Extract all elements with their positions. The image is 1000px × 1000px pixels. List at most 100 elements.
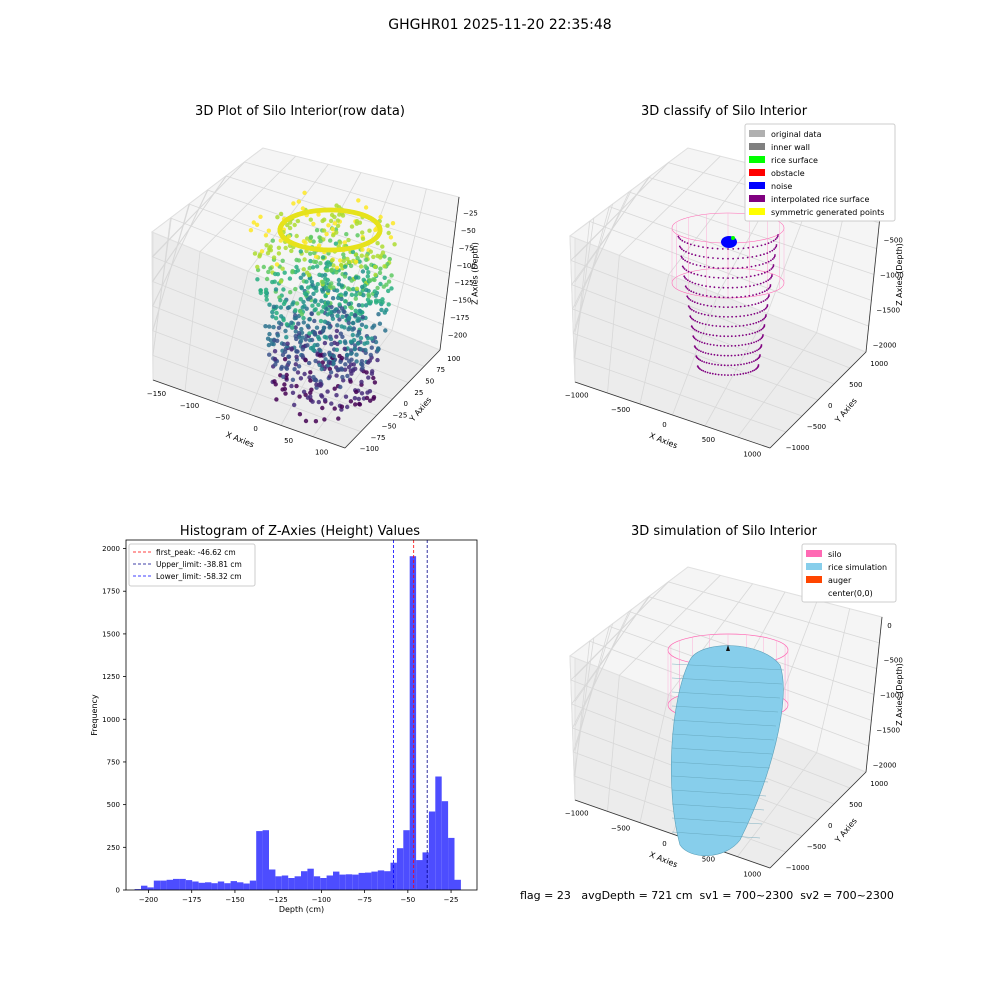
p1-data-point <box>353 275 359 280</box>
p1-data-point <box>291 241 297 247</box>
p1-data-point <box>358 347 363 352</box>
p1-z-axis-line <box>439 196 460 351</box>
p2-surface-point <box>737 257 739 260</box>
p1-data-point <box>363 241 369 247</box>
p2-noise-cluster <box>721 236 737 248</box>
p1-data-point <box>258 290 263 296</box>
p2-surface-point <box>684 285 687 288</box>
p2-surface-point <box>695 356 698 359</box>
p4-gridline <box>639 694 670 823</box>
p2-surface-point <box>704 275 707 278</box>
p1-data-point <box>326 375 331 381</box>
p1-data-point <box>308 234 314 240</box>
histogram-bar <box>371 871 378 890</box>
p1-gridline <box>280 310 345 426</box>
p2-x-tick-label: 1000 <box>743 451 761 459</box>
p2-surface-point <box>723 345 726 347</box>
p1-data-point <box>281 342 287 347</box>
p1-data-point <box>329 258 335 263</box>
p1-data-point <box>343 290 348 296</box>
p4-y-tick-label: −500 <box>807 843 826 851</box>
p2-surface-point <box>733 374 736 376</box>
p1-data-point <box>363 264 368 269</box>
p4-gridline <box>573 637 595 777</box>
p1-data-point <box>297 211 302 217</box>
p2-surface-point <box>736 373 739 376</box>
p1-data-point <box>312 348 317 354</box>
p1-data-point <box>355 318 360 323</box>
p2-gridline <box>639 274 670 405</box>
p1-y-tick-label: 50 <box>425 377 434 385</box>
p1-data-point <box>327 352 333 357</box>
p1-data-point <box>248 228 254 233</box>
p1-data-point <box>289 248 294 254</box>
p2-surface-point <box>712 334 715 337</box>
p1-data-point <box>273 271 278 277</box>
p1-data-point <box>316 208 322 213</box>
p1-data-point <box>348 379 353 384</box>
p2-surface-point <box>762 326 765 329</box>
p2-surface-point <box>695 311 697 313</box>
p1-data-point <box>303 337 308 342</box>
p1-data-point <box>328 370 334 375</box>
p1-data-point <box>331 361 336 366</box>
p1-data-point <box>312 332 317 337</box>
histogram-bar <box>326 875 333 890</box>
p1-data-point <box>350 209 356 215</box>
p1-data-point <box>327 284 332 289</box>
p1-data-point <box>305 245 311 251</box>
p1-data-point <box>385 223 390 228</box>
p1-data-point <box>258 214 263 219</box>
p1-data-point <box>318 238 323 244</box>
p2-surface-point <box>701 322 704 325</box>
p1-data-point <box>322 310 328 316</box>
p1-data-point <box>337 367 342 372</box>
p2-surface-point <box>689 307 692 310</box>
p2-surface-point <box>691 308 693 311</box>
p1-data-point <box>328 260 333 265</box>
p1-gridline <box>207 189 450 274</box>
p1-data-point <box>312 330 317 335</box>
p2-surface-point <box>727 306 729 309</box>
p2-legend-label: original data <box>771 130 822 139</box>
p1-data-point <box>349 340 355 345</box>
p1-data-point <box>358 340 363 345</box>
p4-gridline <box>571 703 835 805</box>
p1-data-point <box>276 245 282 250</box>
p1-data-point <box>356 244 361 249</box>
p1-gridline <box>152 354 361 433</box>
p2-surface-point <box>685 286 688 289</box>
p4-x-tick-label: −500 <box>611 825 630 833</box>
p1-data-point <box>273 289 278 294</box>
p1-data-point <box>268 338 273 343</box>
p1-data-point <box>371 395 377 400</box>
p1-data-point <box>377 224 382 230</box>
p1-data-point <box>300 347 305 352</box>
p2-surface-point <box>692 335 695 337</box>
p2-surface-point <box>772 265 775 268</box>
p1-data-point <box>304 333 309 339</box>
p1-data-point <box>347 377 353 382</box>
p4-z-tick-label: −500 <box>884 657 903 665</box>
p1-data-point <box>287 215 293 221</box>
p1-data-point <box>358 291 363 296</box>
p1-data-point <box>331 231 337 236</box>
p2-surface-point <box>689 280 691 283</box>
p1-data-point <box>347 260 353 265</box>
p2-surface-point <box>701 284 703 287</box>
p2-surface-point <box>773 256 775 259</box>
p2-gridline <box>574 221 591 358</box>
p4-mesh-line <box>671 691 781 699</box>
p1-data-point <box>322 207 328 213</box>
p1-data-point <box>313 259 319 265</box>
p1-data-point <box>298 340 303 345</box>
p1-data-point <box>375 357 380 363</box>
p1-data-point <box>316 246 321 252</box>
histogram-legend-label: Lower_limit: -58.32 cm <box>156 572 242 581</box>
p1-data-point <box>327 366 333 372</box>
p1-data-point <box>360 269 366 274</box>
p1-data-point <box>277 320 282 325</box>
p1-data-point <box>342 346 347 351</box>
p1-gridline <box>244 161 456 223</box>
p1-data-point <box>296 199 301 204</box>
